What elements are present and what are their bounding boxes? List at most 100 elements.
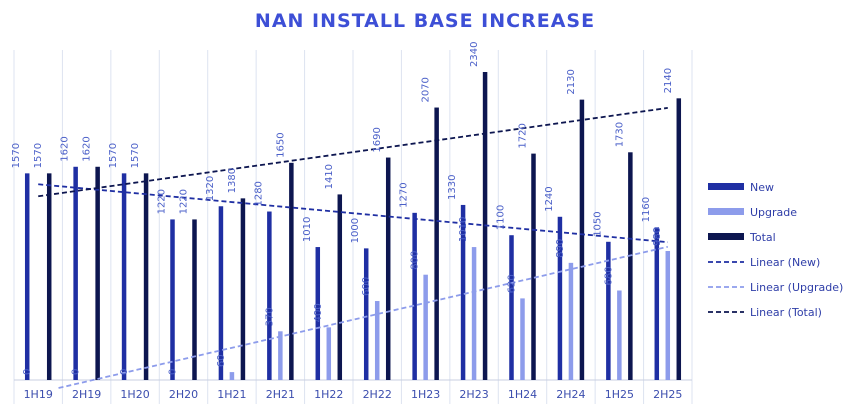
bar-new	[267, 211, 272, 380]
data-label-new: 1280	[253, 181, 264, 206]
bar-upgrade	[423, 274, 428, 380]
trendline-new	[38, 183, 668, 244]
data-label-new: 1270	[399, 182, 410, 207]
bar-total	[46, 173, 52, 380]
legend-swatch-new	[708, 183, 744, 190]
x-axis-ticks: 1H19 2H19 1H20 2H20 1H21 2H21 1H22 2H22 1H23 2H23…	[24, 388, 683, 401]
data-label-new: 1100	[496, 205, 507, 230]
x-tick-label: 1H20	[120, 388, 149, 401]
bar-total	[337, 194, 343, 380]
data-label-upgrade: 0	[71, 369, 82, 375]
bar-total	[676, 98, 682, 381]
x-tick-label: 1H24	[508, 388, 537, 401]
bar-upgrade	[471, 247, 477, 380]
data-label-new: 1330	[447, 174, 458, 199]
bar-total	[95, 166, 100, 380]
data-label-upgrade: 0	[22, 369, 33, 375]
legend-swatch-upgrade	[708, 208, 744, 215]
bar-upgrade	[520, 298, 525, 380]
data-label-total: 1570	[130, 143, 141, 168]
data-label-upgrade: 680	[603, 266, 614, 285]
bar-new	[24, 173, 30, 380]
data-label-new: 1050	[592, 211, 603, 236]
data-label-total: 1720	[518, 123, 529, 148]
data-label-new: 1620	[60, 136, 71, 161]
bar-upgrade	[278, 331, 283, 380]
bar-new	[509, 235, 514, 380]
data-label-new: 1570	[108, 143, 119, 168]
bar-total	[289, 162, 294, 380]
bar-total	[385, 157, 391, 380]
x-tick-label: 2H24	[556, 388, 585, 401]
data-labels: 1570 1620 1570 1220 1320 1280 1010 1000 1270 1330…	[11, 42, 674, 375]
data-label-upgrade: 0	[119, 369, 130, 375]
x-tick-label: 1H25	[605, 388, 634, 401]
trendline-upgrade	[58, 245, 668, 389]
data-label-new: 1570	[11, 143, 22, 168]
bar-new	[121, 173, 127, 380]
x-tick-label: 2H22	[363, 388, 392, 401]
data-label-total: 1380	[227, 168, 238, 193]
bar-new	[170, 219, 175, 380]
data-label-upgrade: 1010	[458, 217, 469, 242]
data-label-total: 2340	[469, 42, 480, 67]
data-label-upgrade: 980	[652, 227, 663, 246]
x-tick-label: 1H21	[217, 388, 246, 401]
bar-new	[654, 227, 660, 380]
data-label-upgrade: 0	[168, 369, 179, 375]
legend-label-new: New	[750, 181, 774, 194]
bars	[24, 72, 682, 381]
bar-total	[531, 153, 536, 380]
data-label-total: 1690	[372, 127, 383, 152]
bar-new	[218, 206, 224, 380]
data-label-total: 1620	[82, 136, 93, 161]
x-tick-label: 1H23	[411, 388, 440, 401]
legend-label-trend-upgrade: Linear (Upgrade)	[750, 281, 843, 294]
bar-new	[460, 204, 466, 380]
data-label-total: 1410	[324, 164, 335, 189]
legend-label-total: Total	[749, 231, 776, 244]
bar-new	[606, 241, 611, 380]
chart-title: NAN INSTALL BASE INCREASE	[255, 10, 595, 32]
bar-total	[579, 99, 585, 381]
data-label-upgrade: 890	[555, 239, 566, 258]
bar-upgrade	[617, 290, 622, 380]
x-tick-label: 2H19	[72, 388, 101, 401]
bar-new	[412, 212, 417, 380]
bar-upgrade	[374, 301, 380, 380]
data-label-total: 2140	[663, 68, 674, 93]
x-tick-label: 2H23	[459, 388, 488, 401]
bar-new	[73, 166, 78, 380]
data-label-new: 1000	[350, 218, 361, 243]
x-tick-label: 2H20	[169, 388, 198, 401]
data-label-new: 1010	[302, 217, 313, 242]
bar-upgrade	[326, 327, 332, 380]
bar-total	[434, 107, 439, 381]
data-label-upgrade: 620	[507, 274, 518, 293]
bar-total	[143, 173, 149, 380]
data-label-total: 1650	[275, 132, 286, 157]
data-label-new: 1320	[205, 176, 216, 201]
bar-total	[240, 198, 246, 380]
data-label-total: 1220	[179, 189, 190, 214]
data-label-total: 1570	[33, 143, 44, 168]
x-tick-label: 2H21	[266, 388, 295, 401]
legend-swatch-total	[708, 233, 744, 240]
data-label-total: 2130	[566, 69, 577, 94]
data-label-upgrade: 60	[216, 354, 227, 367]
data-label-upgrade: 800	[410, 251, 421, 270]
legend-label-upgrade: Upgrade	[750, 206, 797, 219]
bar-upgrade	[568, 262, 574, 380]
legend: New Upgrade Total Linear (New) Linear (Upgra…	[708, 181, 843, 319]
bar-total	[628, 152, 633, 380]
bar-new	[315, 247, 321, 380]
bar-total	[192, 219, 197, 380]
data-label-new: 1160	[641, 197, 652, 222]
x-tick-label: 1H19	[24, 388, 53, 401]
bar-upgrade	[229, 372, 235, 380]
bar-upgrade	[665, 251, 671, 380]
trendline-total	[38, 107, 668, 198]
bar-new	[557, 216, 563, 380]
grid	[13, 50, 693, 404]
